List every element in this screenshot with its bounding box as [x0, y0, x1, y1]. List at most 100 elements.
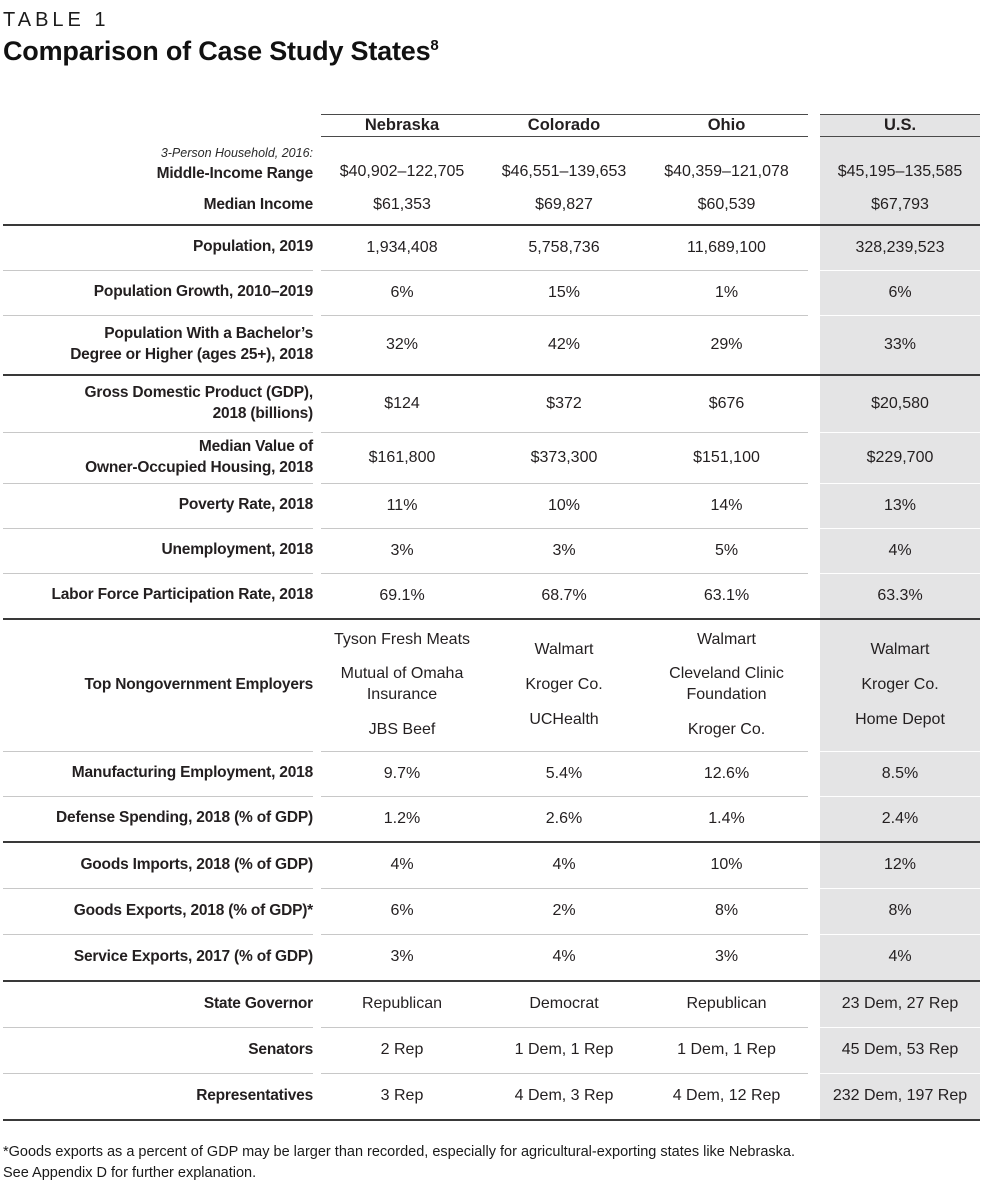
us-cell-value: 8% [820, 888, 980, 935]
cell-value: 69.1% [379, 586, 425, 604]
title-footnote-superscript: 8 [430, 37, 439, 54]
gap-spacer [313, 271, 321, 316]
row-label-line: Median Value of [198, 437, 313, 455]
cell-value: 3% [714, 948, 739, 966]
gap-spacer [808, 797, 820, 841]
row-label: Median Income [203, 195, 314, 213]
us-cell-value: $45,195–135,585 [820, 136, 980, 187]
row-label: Manufacturing Employment, 2018 [3, 752, 313, 797]
us-cell-value: 4% [820, 934, 980, 980]
gap-spacer [808, 935, 820, 980]
employer-item: Walmart [697, 630, 756, 648]
page-title: Comparison of Case Study States8 [3, 35, 1000, 69]
us-cell-value: 8.5% [820, 751, 980, 797]
cell-value: 4 Dem, 3 Rep [514, 1087, 614, 1105]
gap-spacer [808, 574, 820, 618]
employer-item: Tyson Fresh Meats [333, 630, 471, 648]
col-header-us: U.S. [820, 113, 980, 137]
gap-spacer [808, 529, 820, 574]
gap-spacer [313, 529, 321, 574]
cell-value: 32% [385, 335, 419, 353]
row-label-line: 2018 (billions) [212, 404, 314, 422]
row-label: Representatives [196, 1086, 313, 1104]
cell-employer-list: Walmart Kroger Co. UCHealth [483, 620, 645, 752]
cell-value: Republican [645, 982, 808, 1028]
row-label-text: Median Value of Owner-Occupied Housing, … [85, 437, 313, 479]
cell-value: 2% [483, 889, 645, 935]
gap-spacer [808, 376, 820, 433]
gap-spacer [808, 271, 820, 316]
gap-spacer [808, 1074, 820, 1119]
row-label: Unemployment, 2018 [3, 529, 313, 574]
comparison-table: Nebraska Colorado Ohio U.S. 3-Person Hou… [3, 113, 980, 1121]
cell-value: 2.6% [545, 809, 583, 827]
row-service-exports: Service Exports, 2017 (% of GDP) 3% 4% 3… [3, 934, 980, 980]
row-defense-spending: Defense Spending, 2018 (% of GDP) 1.2% 2… [3, 796, 980, 841]
section-rule [3, 617, 980, 620]
col-header-ohio: Ohio [645, 113, 808, 137]
cell-value: $124 [321, 376, 483, 433]
row-housing-value: Median Value of Owner-Occupied Housing, … [3, 432, 980, 484]
row-label-line: Owner-Occupied Housing, 2018 [85, 458, 313, 476]
gap-spacer [313, 620, 321, 752]
gap-spacer [313, 797, 321, 841]
row-label: Median Value of Owner-Occupied Housing, … [3, 433, 313, 484]
household-note: 3-Person Household, 2016: [160, 145, 313, 160]
employer-item: Kroger Co. [687, 721, 766, 739]
gap-spacer [808, 316, 820, 374]
employer-item: Kroger Co. [525, 675, 603, 693]
employer-item: Walmart [534, 641, 594, 659]
gap-spacer [313, 226, 321, 271]
cell-employer-list: Walmart Kroger Co. Home Depot [820, 619, 980, 752]
cell-value: 5,758,736 [483, 226, 645, 271]
cell-value: 10% [645, 843, 808, 889]
row-label-line: Degree or Higher (ages 25+), 2018 [70, 345, 313, 363]
row-label: Population Growth, 2010–2019 [3, 271, 313, 316]
cell-value: 4% [483, 843, 645, 889]
cell-value: $46,551–139,653 [501, 162, 627, 180]
cell-value: 11% [321, 484, 483, 529]
cell-value: 3% [321, 529, 483, 574]
cell-value: 11,689,100 [645, 226, 808, 271]
cell-value: 1% [645, 271, 808, 316]
employer-item: Kroger Co. [861, 675, 939, 693]
gap-spacer [313, 843, 321, 889]
cell-value: 6% [321, 889, 483, 935]
cell-value: 63.1% [703, 586, 750, 604]
row-label: Population With a Bachelor’s Degree or H… [3, 316, 313, 374]
gap-spacer [313, 114, 321, 137]
gap-spacer [808, 114, 820, 137]
gap-spacer [313, 574, 321, 618]
row-goods-imports: Goods Imports, 2018 (% of GDP) 4% 4% 10%… [3, 842, 980, 889]
employer-item: UCHealth [529, 710, 599, 728]
gap-spacer [313, 484, 321, 529]
us-cell-value: 63.3% [820, 573, 980, 618]
cell-value: 8% [645, 889, 808, 935]
employer-item: Walmart [870, 641, 930, 659]
employer-item: Cleveland Clinic Foundation [669, 665, 784, 704]
us-cell-value: 45 Dem, 53 Rep [820, 1027, 980, 1074]
cell-value: 3 Rep [380, 1087, 424, 1105]
us-cell-value: 2.4% [820, 796, 980, 841]
gap-spacer [313, 889, 321, 935]
cell-value: $676 [645, 376, 808, 433]
us-cell-value: 13% [820, 483, 980, 529]
employer-item: JBS Beef [368, 721, 436, 739]
cell-value: 42% [547, 335, 581, 353]
cell-value: 1.2% [383, 809, 421, 827]
gap-spacer [313, 187, 321, 224]
gap-spacer [313, 1028, 321, 1074]
cell-value: $69,827 [535, 196, 593, 214]
gap-spacer [313, 376, 321, 433]
cell-employer-list: Walmart Cleveland Clinic Foundation Krog… [645, 620, 808, 752]
cell-value: 12.6% [645, 752, 808, 797]
gap-spacer [808, 982, 820, 1028]
row-representatives: Representatives 3 Rep 4 Dem, 3 Rep 4 Dem… [3, 1073, 980, 1119]
row-senators: Senators 2 Rep 1 Dem, 1 Rep 1 Dem, 1 Rep… [3, 1027, 980, 1074]
cell-value: $61,353 [373, 196, 431, 214]
row-middle-income-range: 3-Person Household, 2016: Middle-Income … [3, 136, 980, 187]
cell-value: 5.4% [483, 752, 645, 797]
row-label-text: Gross Domestic Product (GDP), 2018 (bill… [85, 383, 314, 425]
gap-spacer [808, 752, 820, 797]
cell-value: 4 Dem, 12 Rep [672, 1087, 781, 1105]
